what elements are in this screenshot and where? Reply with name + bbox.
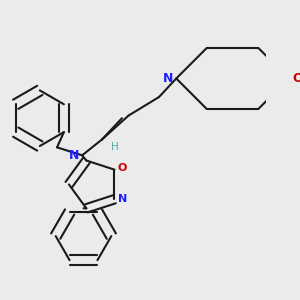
Text: O: O [118,163,127,172]
Text: N: N [69,149,80,162]
Text: H: H [111,142,119,152]
Text: N: N [163,72,173,85]
Text: O: O [292,72,300,85]
Text: N: N [118,194,127,204]
